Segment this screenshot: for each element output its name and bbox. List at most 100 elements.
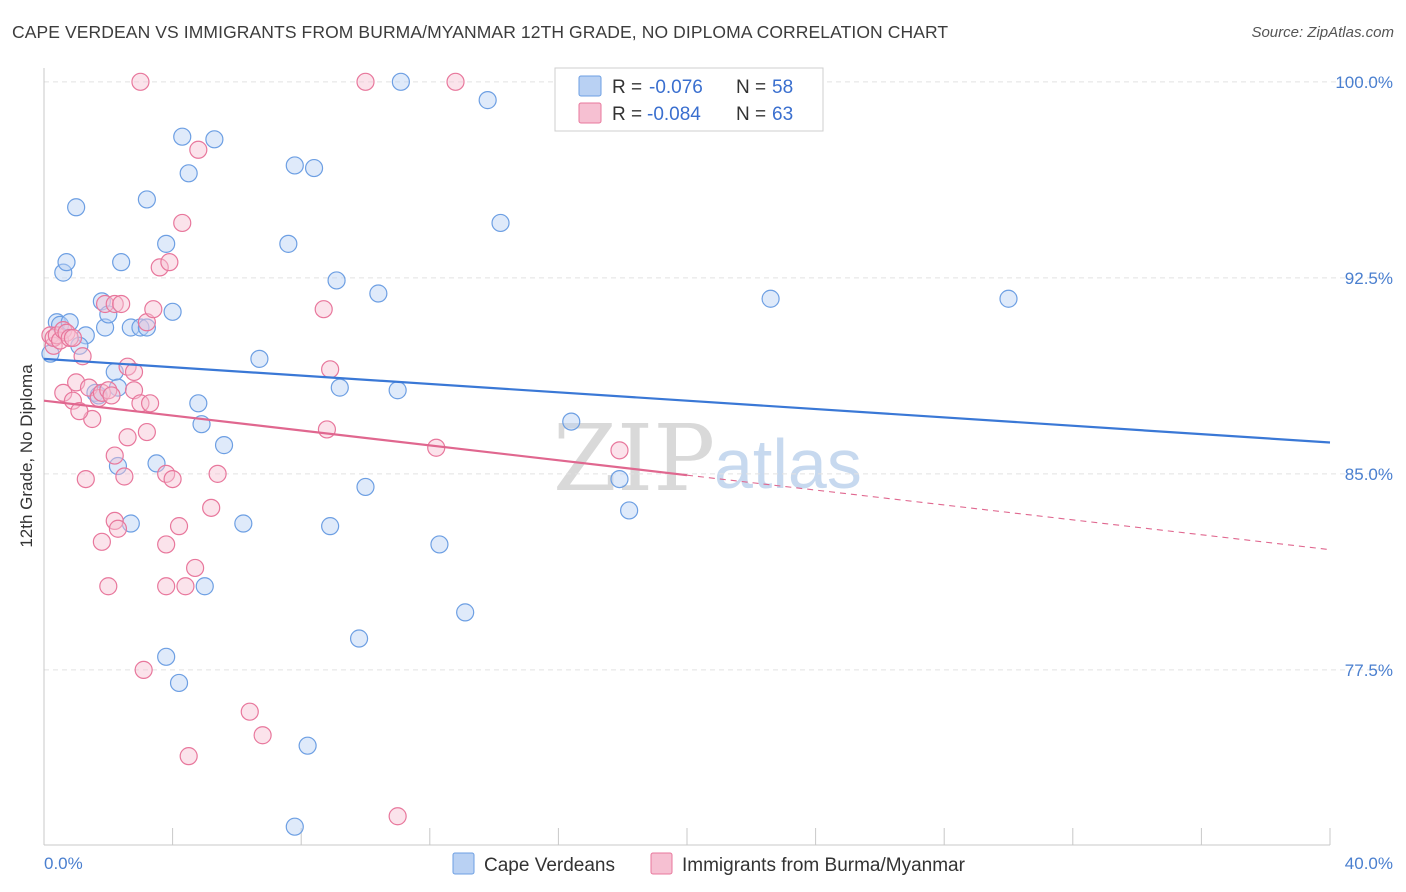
point-burma-myanmar [610,441,629,460]
point-cape-verdean [137,190,156,209]
legend-r-value-1: -0.084 [647,104,701,125]
x-tick-label-min: 0.0% [44,854,83,873]
series-burma-myanmar [41,72,629,826]
point-cape-verdean [620,501,639,520]
point-cape-verdean [112,253,131,272]
point-cape-verdean [304,158,324,178]
point-burma-myanmar [189,140,208,159]
y-tick-label: 92.5% [1345,269,1393,288]
point-burma-myanmar [179,747,198,766]
point-burma-myanmar [321,360,340,379]
point-burma-myanmar [92,532,111,551]
x-ticks [43,828,1331,845]
legend-n-value-0: 58 [772,77,793,98]
legend-n-label-0: N = [736,77,766,98]
point-burma-myanmar [137,422,156,442]
bottom-legend-swatch-burma-myanmar [650,852,673,875]
point-burma-myanmar [63,328,83,348]
point-cape-verdean [327,271,346,290]
point-cape-verdean [356,477,375,497]
watermark-atlas: atlas [714,425,862,503]
point-burma-myanmar [144,300,163,319]
point-cape-verdean [391,72,410,91]
point-burma-myanmar [99,381,118,400]
x-tick-label-max: 40.0% [1345,854,1393,873]
bottom-legend: Cape Verdeans Immigrants from Burma/Myan… [452,852,966,876]
y-tick-label: 77.5% [1345,661,1393,680]
point-cape-verdean [205,130,224,149]
point-cape-verdean [279,234,298,253]
gridlines [44,81,1385,671]
point-cape-verdean [157,647,176,666]
bottom-legend-swatch-cape-verdeans [452,852,475,875]
point-burma-myanmar [173,213,192,233]
legend-n-label-1: N = [736,104,766,125]
point-cape-verdean [478,91,497,110]
point-burma-myanmar [115,467,134,486]
trendlines [43,357,1331,551]
point-burma-myanmar [118,428,137,447]
point-cape-verdean [99,305,118,324]
y-tick-label: 100.0% [1335,73,1393,92]
bottom-legend-label-burma-myanmar: Immigrants from Burma/Myanmar [682,855,966,876]
trendline-cape-verdeans [43,357,1331,444]
y-axis-title: 12th Grade, No Diploma [17,364,36,548]
point-cape-verdean [169,673,189,693]
legend-swatch-burma-myanmar [578,102,602,124]
point-burma-myanmar [163,469,182,489]
point-burma-myanmar [105,446,124,465]
point-burma-myanmar [112,294,131,314]
point-burma-myanmar [314,300,333,319]
y-tick-labels: 77.5% 85.0% 92.5% 100.0% [1335,73,1393,680]
point-cape-verdean [121,318,140,337]
point-cape-verdean [137,318,156,337]
legend-n-value-1: 63 [772,104,793,125]
point-cape-verdean [369,284,388,303]
point-burma-myanmar [208,464,227,483]
legend-r-label-0: R = [612,77,642,98]
point-burma-myanmar [202,498,221,517]
point-burma-myanmar [140,394,160,413]
point-burma-myanmar [105,294,124,314]
legend-swatch-cape-verdeans [578,75,602,97]
point-cape-verdean [491,213,510,233]
point-burma-myanmar [317,420,337,439]
point-cape-verdean [349,629,369,648]
point-cape-verdean [54,263,73,282]
point-burma-myanmar [134,660,153,679]
series-cape-verdeans [41,72,1018,836]
point-cape-verdean [388,381,407,400]
point-burma-myanmar [388,807,407,826]
point-cape-verdean [610,469,629,489]
point-cape-verdean [57,253,76,272]
trendline-burma-myanmar [43,399,688,477]
point-cape-verdean [321,517,340,536]
point-cape-verdean [456,603,475,622]
point-cape-verdean [761,289,780,308]
point-burma-myanmar [99,577,118,596]
legend-r-label-1: R = [612,104,642,125]
point-burma-myanmar [76,469,95,489]
point-burma-myanmar [446,72,465,91]
point-cape-verdean [163,302,182,321]
point-cape-verdean [298,736,317,755]
point-burma-myanmar [95,294,115,314]
point-cape-verdean [330,378,349,397]
point-cape-verdean [999,289,1018,308]
point-burma-myanmar [157,535,176,554]
point-cape-verdean [430,535,449,554]
point-burma-myanmar [240,702,259,721]
point-burma-myanmar [176,577,195,596]
point-burma-myanmar [160,253,179,272]
point-burma-myanmar [102,386,121,405]
point-burma-myanmar [169,517,189,536]
point-burma-myanmar [253,726,272,745]
point-burma-myanmar [124,362,144,382]
point-burma-myanmar [108,519,128,538]
point-cape-verdean [179,164,198,183]
point-cape-verdean [250,349,269,368]
point-cape-verdean [195,577,214,596]
point-cape-verdean [157,234,176,253]
y-tick-label: 85.0% [1345,465,1393,484]
